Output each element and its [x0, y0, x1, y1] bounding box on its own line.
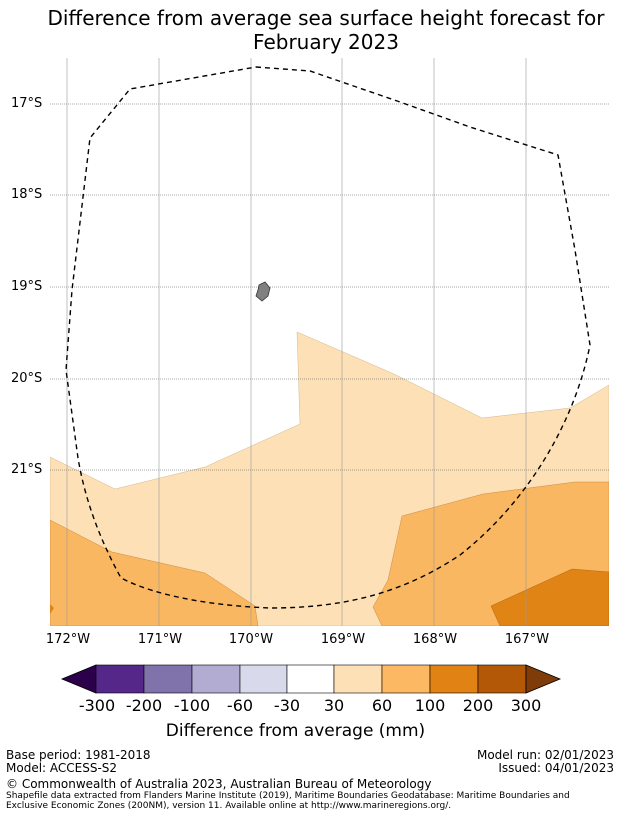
lon-label-167w: 167°W	[504, 632, 550, 647]
anomaly-sliver	[50, 604, 54, 614]
lat-label-18s: 18°S	[11, 187, 43, 202]
colorbar-label-10: 300	[510, 696, 542, 715]
longitude-gridlines	[66, 58, 527, 626]
title-line-1: Difference from average sea surface heig…	[47, 6, 605, 30]
colorbar-label-1: -300	[78, 696, 116, 715]
lat-label-19s: 19°S	[11, 279, 43, 294]
colorbar-label-8: 100	[414, 696, 446, 715]
colorbar-bin-5	[286, 664, 335, 694]
island-land	[255, 281, 271, 302]
colorbar-label-3: -100	[173, 696, 211, 715]
lon-label-170w: 170°W	[228, 632, 274, 647]
chart-title: Difference from average sea surface heig…	[0, 6, 621, 54]
colorbar-extend-high	[525, 664, 562, 694]
eez-boundary	[65, 66, 591, 609]
base-period: Base period: 1981-2018	[6, 748, 151, 762]
title-line-2: February 2023	[253, 30, 399, 54]
colorbar-bin-1	[95, 664, 145, 694]
lat-label-17s: 17°S	[11, 96, 43, 111]
colorbar-bin-3	[191, 664, 241, 694]
lat-label-21s: 21°S	[11, 462, 43, 477]
model-run: Model run: 02/01/2023	[476, 748, 614, 762]
colorbar-bin-6	[333, 664, 383, 694]
colorbar-label-4: -60	[226, 696, 254, 715]
anomaly-region-100-200	[490, 568, 609, 626]
copyright: © Commonwealth of Australia 2023, Austra…	[6, 777, 432, 791]
shapefile-credit-line-1: Shapefile data extracted from Flanders M…	[6, 791, 570, 801]
colorbar-bin-8	[429, 664, 479, 694]
colorbar-extend-low	[60, 664, 97, 694]
colorbar-label-9: 200	[462, 696, 494, 715]
colorbar-title-text: Difference from average (mm)	[165, 721, 426, 741]
lon-label-168w: 168°W	[412, 632, 458, 647]
colorbar-bin-2	[143, 664, 193, 694]
model-name: Model: ACCESS-S2	[6, 761, 118, 775]
colorbar-bin-7	[381, 664, 431, 694]
colorbar-title: Difference from average (mm)	[0, 721, 621, 741]
colorbar-label-2: -200	[125, 696, 163, 715]
colorbar-bin-4	[239, 664, 288, 694]
colorbar-label-7: 60	[371, 696, 393, 715]
shapefile-credit-line-2: Exclusive Economic Zones (200NM), versio…	[6, 801, 452, 811]
colorbar-label-5: -30	[273, 696, 301, 715]
colorbar-label-6: 30	[323, 696, 345, 715]
lon-label-169w: 169°W	[320, 632, 366, 647]
lon-label-171w: 171°W	[137, 632, 183, 647]
lon-label-172w: 172°W	[45, 632, 91, 647]
anomaly-region-60-100-west	[50, 519, 259, 626]
issued-date: Issued: 04/01/2023	[498, 761, 614, 775]
colorbar-bin-9	[477, 664, 527, 694]
lat-label-20s: 20°S	[11, 371, 43, 386]
